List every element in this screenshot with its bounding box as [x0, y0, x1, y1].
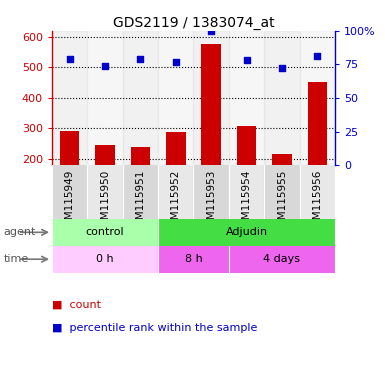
Bar — [166, 131, 186, 220]
Text: Adjudin: Adjudin — [226, 227, 268, 237]
Bar — [229, 165, 264, 219]
Text: control: control — [86, 227, 124, 237]
Bar — [60, 131, 79, 220]
Bar — [229, 31, 264, 165]
Bar — [87, 31, 123, 165]
Bar — [52, 165, 87, 219]
Text: GSM115956: GSM115956 — [312, 169, 322, 233]
Bar — [158, 246, 229, 273]
Bar — [52, 219, 158, 246]
Title: GDS2119 / 1383074_at: GDS2119 / 1383074_at — [113, 16, 274, 30]
Point — [314, 53, 320, 59]
Point — [67, 56, 73, 62]
Bar — [193, 31, 229, 165]
Bar — [237, 126, 256, 220]
Bar — [272, 154, 291, 220]
Text: GSM115951: GSM115951 — [136, 169, 146, 233]
Bar — [158, 219, 335, 246]
Point — [137, 56, 144, 62]
Bar — [300, 31, 335, 165]
Point — [208, 28, 214, 34]
Point — [243, 57, 249, 63]
Bar — [264, 165, 300, 219]
Bar — [264, 31, 300, 165]
Point — [173, 58, 179, 65]
Text: 8 h: 8 h — [184, 254, 203, 264]
Bar — [52, 246, 158, 273]
Bar — [123, 165, 158, 219]
Bar — [308, 82, 327, 220]
Text: GSM115953: GSM115953 — [206, 169, 216, 233]
Bar — [131, 147, 150, 220]
Text: ■  percentile rank within the sample: ■ percentile rank within the sample — [52, 323, 257, 333]
Text: GSM115955: GSM115955 — [277, 169, 287, 233]
Point — [279, 65, 285, 71]
Point — [102, 63, 108, 69]
Text: GSM115950: GSM115950 — [100, 169, 110, 233]
Text: GSM115954: GSM115954 — [241, 169, 251, 233]
Text: GSM115949: GSM115949 — [65, 169, 75, 233]
Bar — [193, 165, 229, 219]
Text: time: time — [4, 254, 29, 264]
Bar — [300, 165, 335, 219]
Text: ■  count: ■ count — [52, 300, 101, 310]
Bar — [158, 31, 193, 165]
Bar — [95, 145, 115, 220]
Bar — [229, 246, 335, 273]
Bar — [201, 43, 221, 220]
Text: 0 h: 0 h — [96, 254, 114, 264]
Text: agent: agent — [4, 227, 36, 237]
Bar — [158, 165, 193, 219]
Bar — [123, 31, 158, 165]
Text: GSM115952: GSM115952 — [171, 169, 181, 233]
Bar — [52, 31, 87, 165]
Bar — [87, 165, 123, 219]
Text: 4 days: 4 days — [263, 254, 300, 264]
